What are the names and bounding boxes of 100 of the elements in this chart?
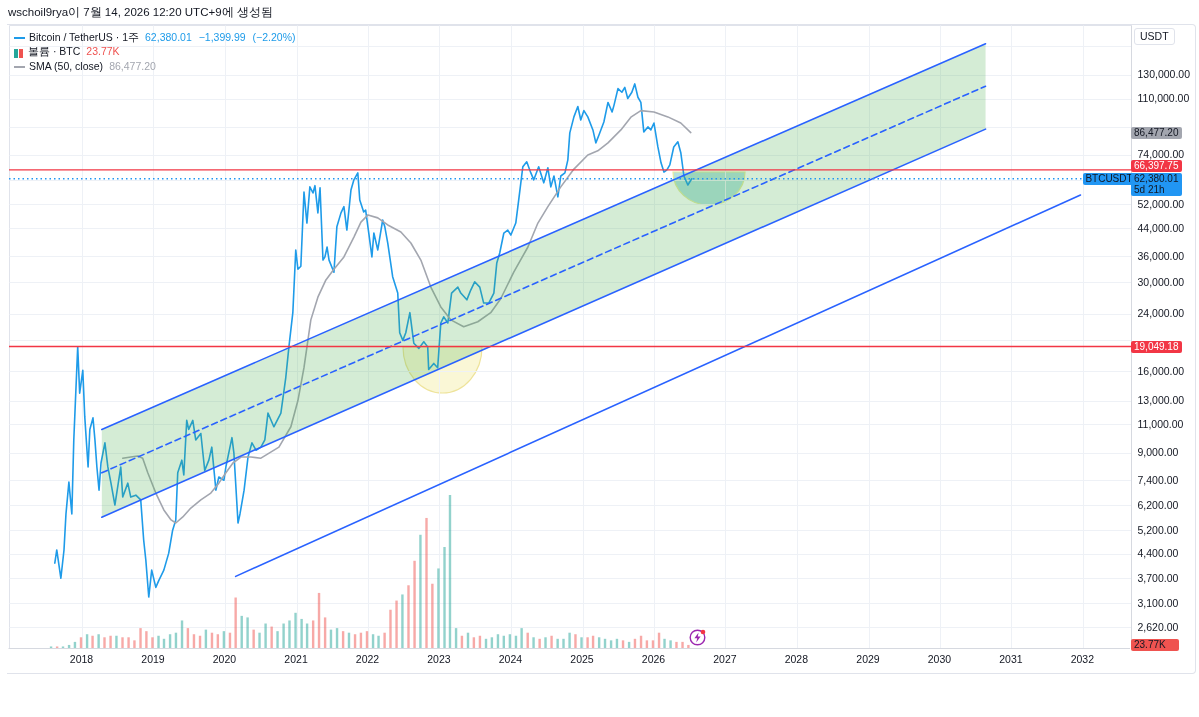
bar xyxy=(383,632,386,648)
bar xyxy=(556,638,559,648)
y-tick-label: 2,620.00 xyxy=(1137,620,1179,633)
bar xyxy=(97,634,100,648)
x-tick-label: 2019 xyxy=(141,652,165,665)
legend-label: SMA (50, close) xyxy=(29,60,104,73)
x-tick-label: 2026 xyxy=(641,652,666,665)
bar xyxy=(687,644,690,648)
x-tick-label: 2032 xyxy=(1070,652,1095,665)
bar xyxy=(401,594,404,648)
bar xyxy=(437,568,440,648)
bar xyxy=(389,609,392,648)
bar xyxy=(663,638,666,648)
legend-label: Bitcoin / TetherUS · 1주 xyxy=(29,31,140,43)
bar xyxy=(264,623,267,648)
bar xyxy=(550,635,553,648)
line-series xyxy=(121,109,692,524)
bar xyxy=(300,618,303,648)
bar xyxy=(252,629,255,648)
bar xyxy=(681,641,684,648)
bar xyxy=(121,637,124,648)
y-tick-label: 11,000.00 xyxy=(1137,417,1184,430)
x-tick-label: 2018 xyxy=(69,652,94,665)
bar xyxy=(562,638,565,648)
bar xyxy=(377,635,380,648)
legend-label: 볼륨 · BTC xyxy=(28,45,81,57)
text: 23.77K xyxy=(86,45,120,57)
bar xyxy=(157,635,160,648)
x-tick-label: 2025 xyxy=(570,652,594,665)
y-axis-title: USDT xyxy=(1134,28,1175,45)
bar xyxy=(568,632,571,648)
bar xyxy=(115,635,118,648)
y-tick-label: 52,000.00 xyxy=(1137,197,1185,210)
y-tick-label: 44,000.00 xyxy=(1137,221,1185,234)
bar xyxy=(580,637,583,648)
x-tick-label: 2024 xyxy=(498,652,523,665)
bar xyxy=(246,617,249,648)
y-tick-label: 4,400.00 xyxy=(1137,547,1179,560)
bar xyxy=(532,637,535,648)
bar xyxy=(258,632,261,648)
chart-title: wschoil9rya이 7월 14, 2026 12:20 UTC+9에 생성됨 xyxy=(8,5,273,20)
bar xyxy=(395,600,398,648)
bar xyxy=(431,583,434,648)
y-tick-label: 7,400.00 xyxy=(1137,473,1179,486)
x-tick-label: 2022 xyxy=(355,652,380,665)
bar xyxy=(669,640,672,648)
x-tick-label: 2028 xyxy=(784,652,809,665)
y-tick-label: 13,000.00 xyxy=(1137,394,1185,407)
y-tick-label: 5,200.00 xyxy=(1137,523,1179,536)
y-tick-label: 110,000.00 xyxy=(1137,92,1190,105)
bar xyxy=(282,623,285,648)
bar xyxy=(675,641,678,648)
x-tick-label: 2029 xyxy=(856,652,880,665)
text: 86,477.20 xyxy=(1134,127,1179,139)
bar xyxy=(586,637,589,648)
bar xyxy=(234,597,237,648)
bar xyxy=(288,620,291,648)
x-tick-label: 2031 xyxy=(999,652,1023,665)
x-tick-label: 2027 xyxy=(713,652,737,665)
bar xyxy=(443,547,446,648)
y-tick-label: 16,000.00 xyxy=(1137,364,1185,377)
ref-line-label: 66,397.75 xyxy=(1131,159,1182,172)
bar xyxy=(109,635,112,648)
bar xyxy=(544,637,547,648)
y-tick-label: 24,000.00 xyxy=(1137,307,1185,320)
bar xyxy=(91,635,94,648)
bar xyxy=(407,585,410,648)
text: 23.77K xyxy=(1131,638,1179,651)
bar xyxy=(103,637,106,648)
y-tick-label: 130,000.00 xyxy=(1137,68,1191,81)
bar xyxy=(294,612,297,648)
annotation: BTCUSDT xyxy=(1083,172,1135,185)
y-tick-label: 3,700.00 xyxy=(1137,571,1179,584)
bar xyxy=(133,640,136,648)
bar xyxy=(127,637,130,648)
x-tick-label: 2023 xyxy=(427,652,451,665)
x-tick-label: 2020 xyxy=(212,652,237,665)
bar xyxy=(520,628,523,648)
bar xyxy=(574,634,577,648)
bar xyxy=(538,638,541,648)
bar xyxy=(139,628,142,648)
x-tick-label: 2030 xyxy=(927,652,952,665)
y-tick-label: 9,000.00 xyxy=(1137,446,1179,459)
annotation: 86,477.20 xyxy=(109,60,156,73)
y-tick-label: 36,000.00 xyxy=(1137,250,1185,262)
bar xyxy=(425,517,428,648)
bar xyxy=(413,560,416,648)
y-tick-label: 3,100.00 xyxy=(1137,596,1179,609)
bar xyxy=(419,534,422,648)
bar xyxy=(526,632,529,648)
y-tick-label: 30,000.00 xyxy=(1137,275,1185,288)
y-tick-label: 6,200.00 xyxy=(1137,498,1179,511)
ref-line-label: 19,049.18 xyxy=(1131,340,1182,353)
annotation: 62,380.01 −1,399.99 (−2.20%) xyxy=(145,31,296,43)
bar xyxy=(145,631,148,648)
bar xyxy=(151,637,154,648)
x-tick-label: 2021 xyxy=(284,652,308,665)
ref-line-label: 62,380.01 5d 21h xyxy=(1131,172,1182,196)
bar xyxy=(270,626,273,648)
y-tick-label: 74,000.00 xyxy=(1137,148,1185,161)
